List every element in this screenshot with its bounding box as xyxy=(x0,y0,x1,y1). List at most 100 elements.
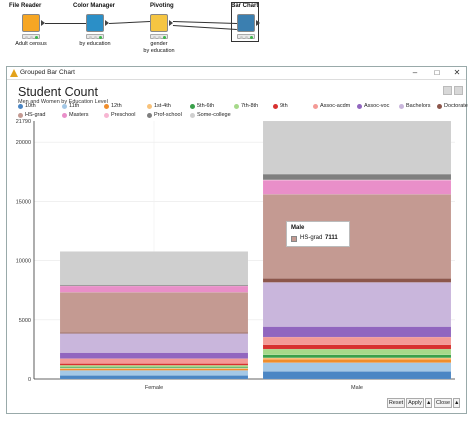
legend-swatch xyxy=(104,104,109,109)
legend-label: Preschool xyxy=(111,112,136,118)
tooltip: Male HS-grad 7111 xyxy=(286,221,350,247)
bar-segment xyxy=(59,365,249,368)
legend-label: Prof-school xyxy=(154,112,182,118)
legend-label: Masters xyxy=(69,112,89,118)
x-tick-label: Female xyxy=(145,385,163,391)
node-title-0: File Reader xyxy=(9,3,42,9)
node-status-light xyxy=(150,34,168,39)
y-tick-label: 20000 xyxy=(16,140,31,146)
bar-segment xyxy=(262,362,452,372)
legend-label: HS-grad xyxy=(25,112,46,118)
color-manager-icon[interactable] xyxy=(86,14,104,32)
output-port-icon[interactable] xyxy=(169,20,173,26)
file-reader-icon[interactable] xyxy=(22,14,40,32)
node-caption-0: Adult census xyxy=(15,41,47,47)
node-title-2: Pivoting xyxy=(150,3,174,9)
node-caption-2: gender by education xyxy=(143,41,175,54)
legend-label: Some-college xyxy=(197,112,231,118)
node-status-light xyxy=(86,34,104,39)
tooltip-category: HS-grad xyxy=(300,235,323,241)
legend-swatch xyxy=(62,113,67,118)
output-port-icon[interactable] xyxy=(105,20,109,26)
legend-label: Assoc-acdm xyxy=(320,103,351,109)
settings-icon[interactable] xyxy=(443,86,452,95)
output-port-icon[interactable] xyxy=(256,20,260,26)
legend-swatch xyxy=(399,104,404,109)
bar-segment xyxy=(59,284,249,286)
bar-segment xyxy=(59,285,249,293)
bar-segment xyxy=(262,354,452,358)
node-title-1: Color Manager xyxy=(73,3,116,9)
bar-segment xyxy=(262,120,452,175)
legend-label: 1st-4th xyxy=(154,103,171,109)
bar-segment xyxy=(262,371,452,380)
bar-segment xyxy=(59,352,249,359)
legend-label: 10th xyxy=(25,103,36,109)
apply-dropdown-button[interactable]: ▲ xyxy=(425,398,432,408)
legend-swatch xyxy=(147,113,152,118)
y-max-label: 21790 xyxy=(16,119,31,125)
bar-segment xyxy=(59,332,249,334)
y-tick-label: 5000 xyxy=(19,318,31,324)
bar-segment xyxy=(262,359,452,363)
tooltip-group: Male xyxy=(291,225,305,231)
connection-line xyxy=(45,23,86,24)
y-tick-label: 10000 xyxy=(16,259,31,265)
legend-swatch xyxy=(357,104,362,109)
close-window-button[interactable]: ✕ xyxy=(453,68,461,77)
bar-segment xyxy=(59,358,249,364)
connection-line xyxy=(172,25,237,30)
close-dropdown-button[interactable]: ▲ xyxy=(453,398,460,408)
pivoting-icon[interactable] xyxy=(150,14,168,32)
y-tick-label: 15000 xyxy=(16,199,31,205)
output-port-icon[interactable] xyxy=(41,20,45,26)
bar-segment xyxy=(262,173,452,180)
bar-segment xyxy=(262,278,452,283)
bar-segment xyxy=(59,333,249,353)
warning-triangle-icon xyxy=(10,69,18,77)
bar-segment xyxy=(262,357,452,360)
connection-line xyxy=(109,21,151,24)
legend-label: 12th xyxy=(111,103,122,109)
x-tick-label: Male xyxy=(351,385,363,391)
node-status-light xyxy=(237,34,255,39)
node-title-3: Bar Chart xyxy=(231,3,259,9)
legend-label: Doctorate xyxy=(444,103,468,109)
legend-label: 7th-8th xyxy=(241,103,259,109)
bar-segment xyxy=(262,326,452,338)
bar-chart-plot: 0 5000 10000 15000 20000 21790 Female Male xyxy=(16,119,455,391)
node-caption-1: by education xyxy=(79,41,111,47)
legend-label: 11th xyxy=(69,103,80,109)
bar-segment xyxy=(59,370,249,376)
legend-swatch xyxy=(18,113,23,118)
minimize-button[interactable]: – xyxy=(412,68,418,77)
bar-segment xyxy=(262,344,452,350)
legend-swatch xyxy=(104,113,109,118)
connection-line xyxy=(172,21,237,24)
legend-label: Assoc-voc xyxy=(364,103,390,109)
bar-segment xyxy=(262,282,452,327)
bar-segment xyxy=(59,375,249,380)
bar-segment xyxy=(59,292,249,333)
maximize-button[interactable]: □ xyxy=(434,68,440,77)
window-title: Grouped Bar Chart xyxy=(20,69,75,76)
tooltip-swatch xyxy=(291,236,297,242)
apply-button[interactable]: Apply xyxy=(406,398,424,408)
node-status-light xyxy=(22,34,40,39)
window-titlebar[interactable]: Grouped Bar Chart – □ ✕ xyxy=(7,67,466,80)
reset-button[interactable]: Reset xyxy=(387,398,405,408)
y-tick-label: 0 xyxy=(28,377,31,383)
menu-icon[interactable] xyxy=(454,86,463,95)
bar-segment xyxy=(59,251,249,285)
legend-swatch xyxy=(313,104,318,109)
chart-subtitle: Men and Women by Education Level xyxy=(18,99,108,105)
grouped-bar-chart-window: Grouped Bar Chart – □ ✕ Student Count Me… xyxy=(6,66,468,414)
bar-chart-icon[interactable] xyxy=(237,14,255,32)
close-button[interactable]: Close xyxy=(434,398,452,408)
legend-swatch xyxy=(62,104,67,109)
bar-segment xyxy=(262,348,452,355)
legend-swatch xyxy=(18,104,23,109)
tooltip-value: 7111 xyxy=(325,235,338,241)
legend-label: 5th-6th xyxy=(197,103,215,109)
